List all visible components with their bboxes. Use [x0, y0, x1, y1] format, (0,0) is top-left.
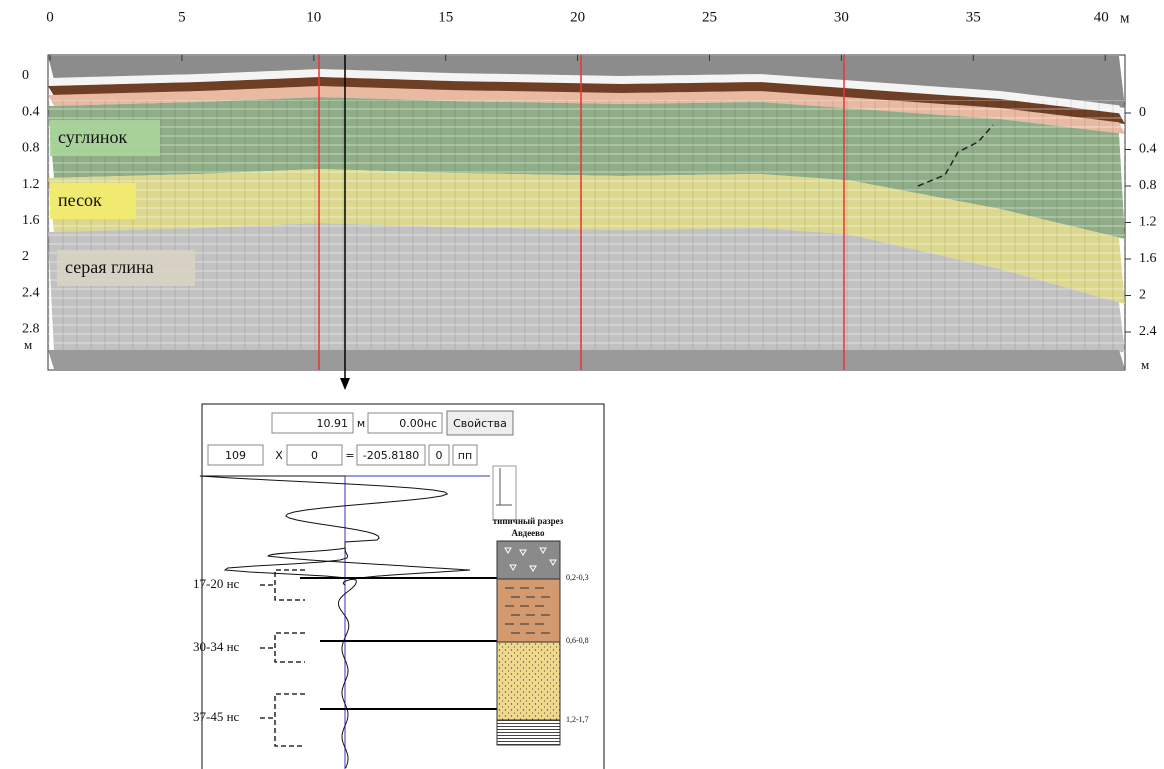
gravel [496, 540, 561, 580]
right-tick-label: 2 [1139, 288, 1146, 303]
column-depth: 0,2-0,3 [566, 573, 589, 582]
right-tick-label: 0 [1139, 105, 1146, 120]
topsoil [48, 86, 1125, 134]
top-tick-label: 30 [834, 9, 849, 25]
input-box [452, 444, 478, 466]
left-tick-label: 1.6 [22, 213, 40, 228]
bottom [48, 350, 1125, 369]
surface-white [48, 69, 1125, 115]
trace-pulse [267, 547, 471, 586]
layer-label-box [50, 183, 136, 219]
scan-texture [48, 100, 1125, 350]
left-tick-label: 0 [22, 68, 29, 83]
clay-column [496, 719, 561, 746]
loam-column [496, 578, 561, 643]
unit: м [357, 417, 365, 430]
left-tick-label: 2.8 [22, 322, 40, 337]
left-tick-label: 2 [22, 249, 29, 264]
button[interactable] [446, 410, 514, 436]
layer-label: песок [58, 190, 102, 210]
input-box [367, 412, 443, 434]
bracket [260, 569, 305, 601]
top-tick-label: 10 [306, 9, 321, 25]
left-tick-label: 1.2 [22, 177, 40, 192]
input-box [428, 444, 450, 466]
top-tick-label: 35 [966, 9, 981, 25]
top-tick-label: 15 [438, 9, 453, 25]
left-tick-label: 0.8 [22, 141, 40, 156]
input-value: 10.91 [317, 417, 349, 430]
gravel-mark [504, 547, 512, 554]
top-tick-label: 0 [46, 9, 54, 25]
top-tick-label: 20 [570, 9, 585, 25]
left-tick-label: 2.4 [22, 285, 40, 300]
air [48, 56, 1125, 108]
right-tick-label: 2.4 [1139, 324, 1157, 339]
layer-label-box [57, 250, 195, 286]
gravel-mark [539, 547, 547, 554]
gravel-mark [519, 549, 527, 556]
right-tick-label: 1.6 [1139, 251, 1157, 266]
arrow-head [340, 378, 350, 390]
trace-label: 17-20 нс [193, 576, 240, 591]
radargram [48, 55, 1125, 390]
input-value: 109 [225, 449, 246, 462]
scrollbar [492, 465, 517, 521]
column-depth: 0,6-0,8 [566, 636, 589, 645]
trace-label: 30-34 нс [193, 639, 240, 654]
button-label: Свойства [453, 417, 507, 430]
column-depth: 1,2-1,7 [566, 715, 589, 724]
input-value: 0 [311, 449, 318, 462]
layer-label-box [50, 120, 160, 156]
input-value: -205.8180 [363, 449, 419, 462]
input-box [271, 412, 354, 434]
input-box [356, 444, 426, 466]
layer-label: суглинок [58, 127, 127, 147]
column-title: типичный разрез [493, 516, 564, 526]
bracket [260, 693, 305, 747]
dashed-boundary [917, 124, 994, 187]
left-tick-label: 0.4 [22, 104, 40, 119]
top-tick-label: 5 [178, 9, 186, 25]
column-title: Авдеево [512, 528, 545, 538]
right-axis-unit: м [1141, 357, 1149, 372]
layer-label: серая глина [65, 257, 154, 277]
input-box [207, 444, 264, 466]
input-box [286, 444, 343, 466]
panel-content: 10.91 м 0.00нс Свойства 109 X 0 = -205.8180 0 пп 17… [193, 410, 589, 769]
gravel-mark [549, 559, 557, 566]
labels: 0 5 10 15 20 25 30 35 40 м00.40.81.21.622.42.8м00… [22, 9, 1157, 372]
input-value: пп [458, 449, 472, 462]
right-tick-label: 0.4 [1139, 142, 1157, 157]
trace [199, 475, 449, 769]
top-tick-label: 40 [1094, 9, 1109, 25]
left-axis-unit: м [24, 337, 32, 352]
input-value: 0 [436, 449, 443, 462]
top-tick-label: 25 [702, 9, 717, 25]
right-tick-label: 1.2 [1139, 215, 1157, 230]
top-axis-unit: м [1120, 10, 1130, 26]
input-value: 0.00нс [399, 417, 437, 430]
scroll-thumb [496, 468, 512, 506]
x-sign: X [275, 449, 283, 462]
gravel-mark [529, 565, 537, 572]
gravel-mark [509, 564, 517, 571]
sand-column [496, 641, 561, 721]
right-tick-label: 0.8 [1139, 178, 1157, 193]
equals: = [345, 449, 354, 462]
bracket [260, 632, 305, 663]
trace-label: 37-45 нс [193, 709, 240, 724]
